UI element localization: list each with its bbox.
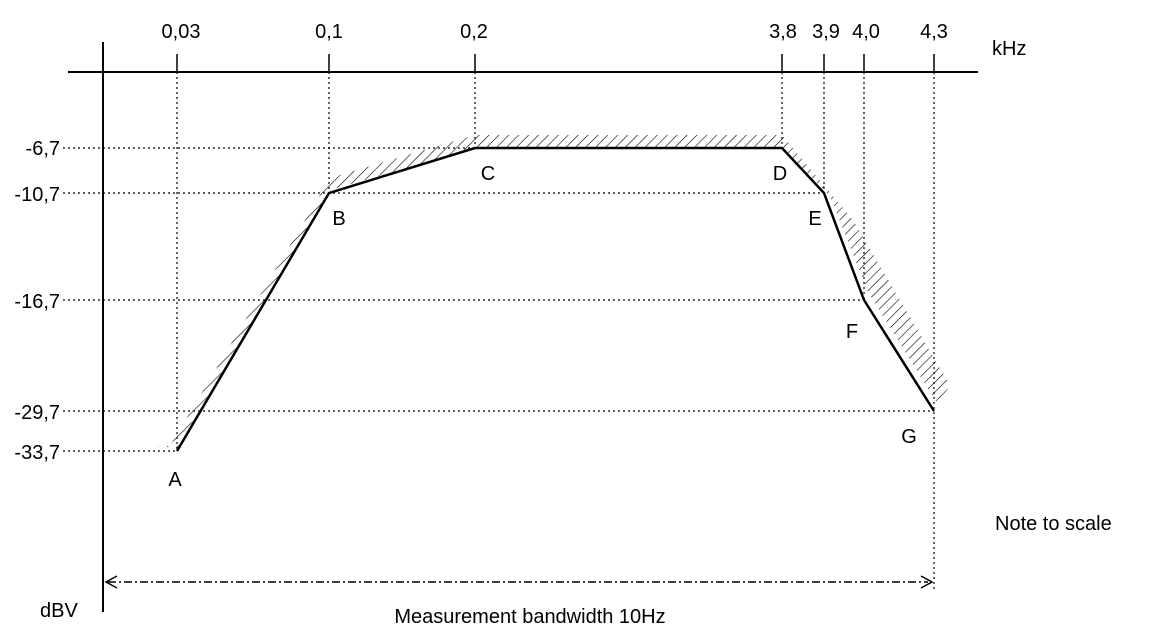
note-label: Note to scale	[995, 513, 1112, 535]
y-tick-label: -10,7	[14, 184, 60, 206]
point-label-c: C	[481, 163, 495, 185]
bandwidth-arrow-left	[104, 575, 118, 589]
bandwidth-arrow-right	[920, 575, 934, 589]
point-label-b: B	[332, 208, 345, 230]
x-unit-label: kHz	[992, 38, 1026, 60]
y-tick-label: -16,7	[14, 291, 60, 313]
point-label-f: F	[846, 321, 858, 343]
mask-curve	[175, 146, 936, 452]
x-tick-label: 4,0	[852, 21, 880, 43]
point-labels: A B C D E F G	[168, 163, 916, 491]
bandwidth-label: Measurement bandwidth 10Hz	[394, 606, 665, 628]
point-label-g: G	[901, 426, 917, 448]
point-label-e: E	[808, 208, 821, 230]
x-tick-labels: 0,03 0,1 0,2 3,8 3,9 4,0 4,3	[162, 21, 948, 43]
y-unit-label: dBV	[40, 600, 78, 622]
bandwidth-dimension	[104, 575, 934, 589]
y-tick-label: -33,7	[14, 442, 60, 464]
y-tick-label: -29,7	[14, 402, 60, 424]
point-label-d: D	[773, 163, 787, 185]
x-tick-label: 4,3	[920, 21, 948, 43]
tolerance-band-hatch	[155, 135, 950, 448]
y-tick-labels: -6,7 -10,7 -16,7 -29,7 -33,7	[14, 138, 60, 464]
y-tick-label: -6,7	[26, 138, 60, 160]
x-tick-label: 0,03	[162, 21, 201, 43]
x-tick-label: 3,9	[812, 21, 840, 43]
x-tick-label: 3,8	[769, 21, 797, 43]
x-tick-label: 0,2	[460, 21, 488, 43]
x-tick-label: 0,1	[315, 21, 343, 43]
guide-lines	[63, 54, 935, 592]
point-label-a: A	[168, 469, 182, 491]
